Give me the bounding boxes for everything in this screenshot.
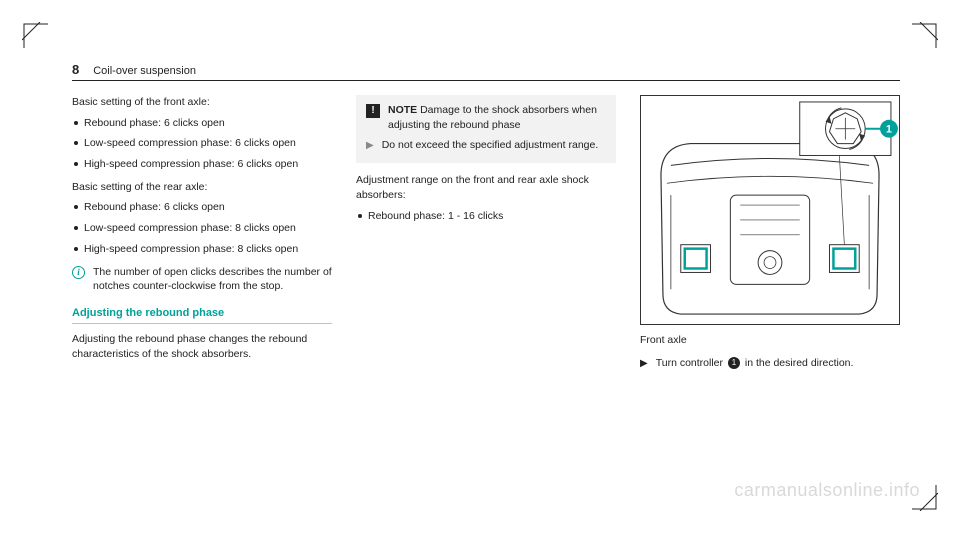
note-action-row: ▶ Do not exceed the specified adjustment…	[366, 138, 606, 153]
column-2: ! NOTE Damage to the shock absorbers whe…	[356, 95, 616, 371]
note-action: Do not exceed the specified adjustment r…	[382, 138, 599, 153]
range-intro: Adjustment range on the front and rear a…	[356, 173, 616, 202]
list-item: High-speed compression phase: 6 clicks o…	[72, 157, 332, 172]
arrow-icon: ▶	[366, 139, 374, 153]
section-paragraph: Adjusting the rebound phase changes the …	[72, 332, 332, 361]
corner-decoration-tl	[22, 22, 50, 50]
page-header: 8 Coil-over suspension	[72, 62, 900, 81]
list-item: Rebound phase: 6 clicks open	[72, 200, 332, 215]
list-item: Rebound phase: 1 - 16 clicks	[356, 209, 616, 224]
list-item: Rebound phase: 6 clicks open	[72, 116, 332, 131]
info-text: The number of open clicks describes the …	[93, 265, 332, 294]
note-label: NOTE	[388, 104, 417, 116]
content-columns: Basic setting of the front axle: Rebound…	[72, 95, 900, 371]
range-list: Rebound phase: 1 - 16 clicks	[356, 209, 616, 224]
arrow-icon: ▶	[640, 357, 648, 371]
warning-icon: !	[366, 104, 380, 118]
front-axle-intro: Basic setting of the front axle:	[72, 95, 332, 110]
list-item: Low-speed compression phase: 6 clicks op…	[72, 136, 332, 151]
watermark: carmanualsonline.info	[734, 480, 920, 501]
note-box: ! NOTE Damage to the shock absorbers whe…	[356, 95, 616, 163]
info-icon: i	[72, 266, 85, 279]
section-heading: Adjusting the rebound phase	[72, 306, 332, 324]
page-content: 8 Coil-over suspension Basic setting of …	[72, 62, 900, 493]
figure-front-axle: 1	[640, 95, 900, 325]
note-head: ! NOTE Damage to the shock absorbers whe…	[366, 103, 606, 132]
instruction-post: in the desired direction.	[745, 357, 854, 369]
note-text: NOTE Damage to the shock absorbers when …	[388, 103, 606, 132]
callout-number: 1	[728, 357, 740, 369]
instruction-pre: Turn controller	[656, 357, 723, 369]
info-note: i The number of open clicks describes th…	[72, 265, 332, 294]
front-axle-list: Rebound phase: 6 clicks open Low-speed c…	[72, 116, 332, 172]
note-body: Damage to the shock absorbers when adjus…	[388, 104, 597, 131]
corner-decoration-tr	[910, 22, 938, 50]
figure-caption: Front axle	[640, 333, 900, 348]
rear-axle-list: Rebound phase: 6 clicks open Low-speed c…	[72, 200, 332, 256]
column-1: Basic setting of the front axle: Rebound…	[72, 95, 332, 371]
page-number: 8	[72, 62, 79, 77]
column-3: 1 Front axle ▶ Turn controller 1 in the …	[640, 95, 900, 371]
instruction-row: ▶ Turn controller 1 in the desired direc…	[640, 356, 900, 371]
instruction-text: Turn controller 1 in the desired directi…	[656, 356, 854, 371]
list-item: Low-speed compression phase: 8 clicks op…	[72, 221, 332, 236]
rear-axle-intro: Basic setting of the rear axle:	[72, 180, 332, 195]
svg-text:1: 1	[886, 124, 892, 136]
list-item: High-speed compression phase: 8 clicks o…	[72, 242, 332, 257]
header-title: Coil-over suspension	[93, 65, 196, 77]
